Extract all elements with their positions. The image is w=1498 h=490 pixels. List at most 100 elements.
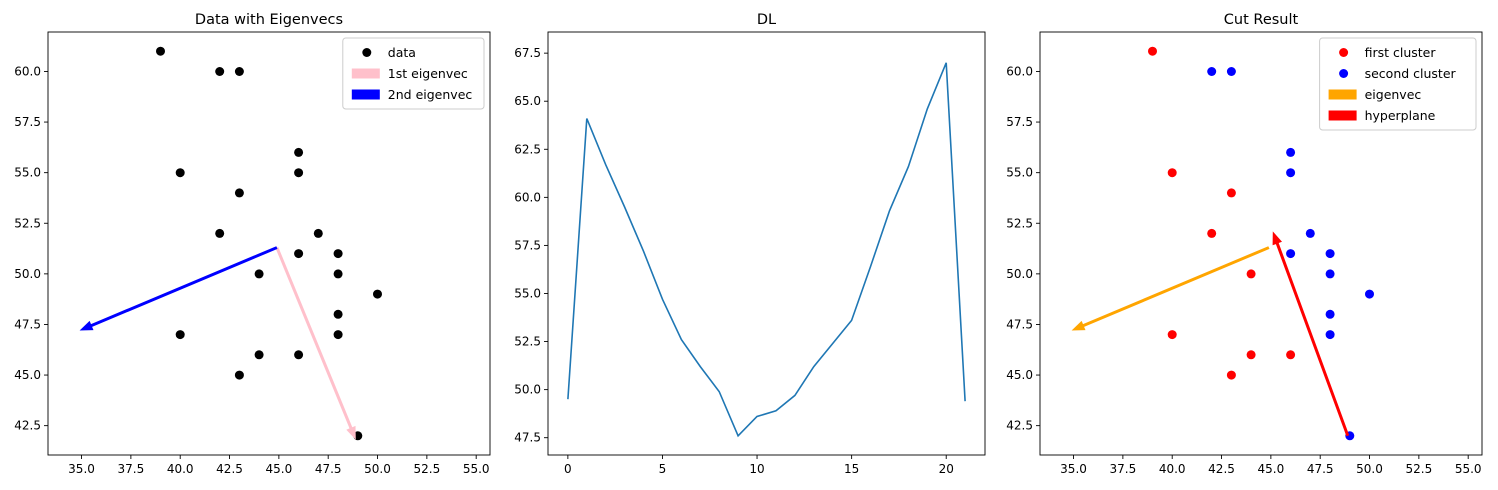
scatter-point [294, 147, 304, 157]
y-tick-label: 42.5 [14, 419, 41, 433]
legend-patch [351, 89, 380, 100]
y-tick-label: 42.5 [1006, 419, 1033, 433]
x-tick-label: 0 [564, 462, 572, 476]
y-tick-label: 55.0 [1006, 166, 1033, 180]
plot-area [79, 46, 382, 441]
scatter-point [1226, 67, 1236, 76]
y-tick-label: 47.5 [14, 317, 41, 331]
scatter-point [1325, 309, 1335, 319]
x-tick-label: 20 [939, 462, 954, 476]
legend-marker [362, 48, 372, 57]
x-tick-label: 47.5 [1307, 462, 1334, 476]
y-tick-label: 57.5 [1006, 115, 1033, 129]
scatter-point [1286, 147, 1296, 157]
scatter-point [215, 67, 225, 76]
legend-label: first cluster [1365, 45, 1437, 60]
chart-title: Cut Result [1224, 12, 1299, 28]
scatter-point [254, 350, 264, 360]
legend: first cluster second cluster eigenvec hyper… [1319, 37, 1477, 131]
scatter-point [1325, 330, 1335, 340]
scatter-point [1148, 46, 1157, 56]
x-tick-label: 10 [749, 462, 764, 476]
scatter-point [1286, 249, 1296, 259]
x-tick-label: 45.0 [266, 462, 293, 476]
legend-marker [1339, 69, 1349, 78]
scatter-point [294, 249, 304, 259]
scatter-point [333, 249, 343, 259]
x-tick-label: 15 [844, 462, 859, 476]
2nd-eigenvec-arrow [79, 246, 278, 331]
scatter-point [333, 330, 343, 340]
x-tick-label: 47.5 [315, 462, 342, 476]
legend: data 1st eigenvec 2nd eigenvec [342, 37, 485, 110]
scatter-point [333, 269, 343, 279]
chart-eigenvecs: Data with Eigenvecs 35.0 37.5 40.0 42.5 45.0 4… [14, 12, 491, 476]
y-tick-label: 50.0 [1006, 267, 1033, 281]
axes-frame [47, 31, 491, 456]
plot-area [1071, 46, 1374, 441]
legend-label: hyperplane [1365, 108, 1436, 123]
x-tick-label: 52.5 [1405, 462, 1432, 476]
axes-frame [1039, 31, 1483, 456]
1st-eigenvec-arrow [275, 247, 356, 440]
x-tick-label: 50.0 [364, 462, 391, 476]
x-tick-label: 37.5 [118, 462, 145, 476]
scatter-point [1246, 350, 1256, 360]
x-tick-label: 40.0 [1159, 462, 1186, 476]
y-tick-label: 52.5 [14, 216, 41, 230]
y-tick-label: 60.0 [1006, 64, 1033, 78]
scatter-point [1305, 228, 1315, 238]
scatter-point [1365, 289, 1374, 299]
legend-marker [1339, 48, 1349, 57]
scatter-point [215, 228, 225, 238]
y-tick-label: 57.5 [14, 115, 41, 129]
legend-label: eigenvec [1365, 87, 1422, 102]
scatter-point [175, 168, 185, 178]
scatter-point [1325, 269, 1335, 279]
y-tick-label: 65.0 [514, 94, 541, 108]
scatter-point [175, 330, 185, 340]
y-tick-label: 62.5 [514, 142, 541, 156]
y-tick-label: 50.0 [514, 383, 541, 397]
y-tick-label: 57.5 [514, 238, 541, 252]
x-tick-label: 55.0 [1455, 462, 1482, 476]
scatter-point [1207, 67, 1217, 76]
scatter-point [234, 188, 244, 198]
y-tick-label: 47.5 [1006, 317, 1033, 331]
scatter-point [156, 46, 165, 56]
scatter-point [1167, 330, 1177, 340]
x-tick-label: 52.5 [413, 462, 440, 476]
y-tick-label: 55.0 [14, 166, 41, 180]
legend-label: second cluster [1365, 66, 1457, 81]
scatter-point [294, 168, 304, 178]
scatter-point [1207, 228, 1217, 238]
eigenvec-arrow [1071, 246, 1270, 331]
x-tick-label: 35.0 [1060, 462, 1087, 476]
x-tick-label: 45.0 [1258, 462, 1285, 476]
y-tick-label: 45.0 [1006, 368, 1033, 382]
y-tick-label: 47.5 [514, 431, 541, 445]
scatter-point [333, 309, 343, 319]
legend-label: 2nd eigenvec [388, 87, 473, 102]
chart-dl: DL 0 5 10 15 20 47.5 50.0 52.5 55.0 57.5 60.0 62.5 65… [514, 12, 986, 476]
scatter-point [1167, 168, 1177, 178]
scatter-point [1286, 350, 1296, 360]
y-tick-label: 50.0 [14, 267, 41, 281]
scatter-point [1226, 188, 1236, 198]
chart-cut: Cut Result 35.0 37.5 40.0 42.5 45.0 47.5 50.0 52… [1006, 12, 1483, 476]
dl-line [567, 62, 966, 438]
y-tick-label: 45.0 [14, 368, 41, 382]
scatter-point [1325, 249, 1335, 259]
scatter-point [313, 228, 323, 238]
legend-label: 1st eigenvec [388, 66, 468, 81]
scatter-point [294, 350, 304, 360]
y-tick-label: 60.0 [14, 64, 41, 78]
legend-label: data [388, 45, 416, 60]
x-tick-label: 55.0 [463, 462, 490, 476]
x-tick-label: 42.5 [1208, 462, 1235, 476]
legend-patch [1328, 89, 1357, 100]
scatter-point [373, 289, 382, 299]
x-tick-label: 42.5 [216, 462, 243, 476]
chart-title: DL [757, 12, 776, 28]
